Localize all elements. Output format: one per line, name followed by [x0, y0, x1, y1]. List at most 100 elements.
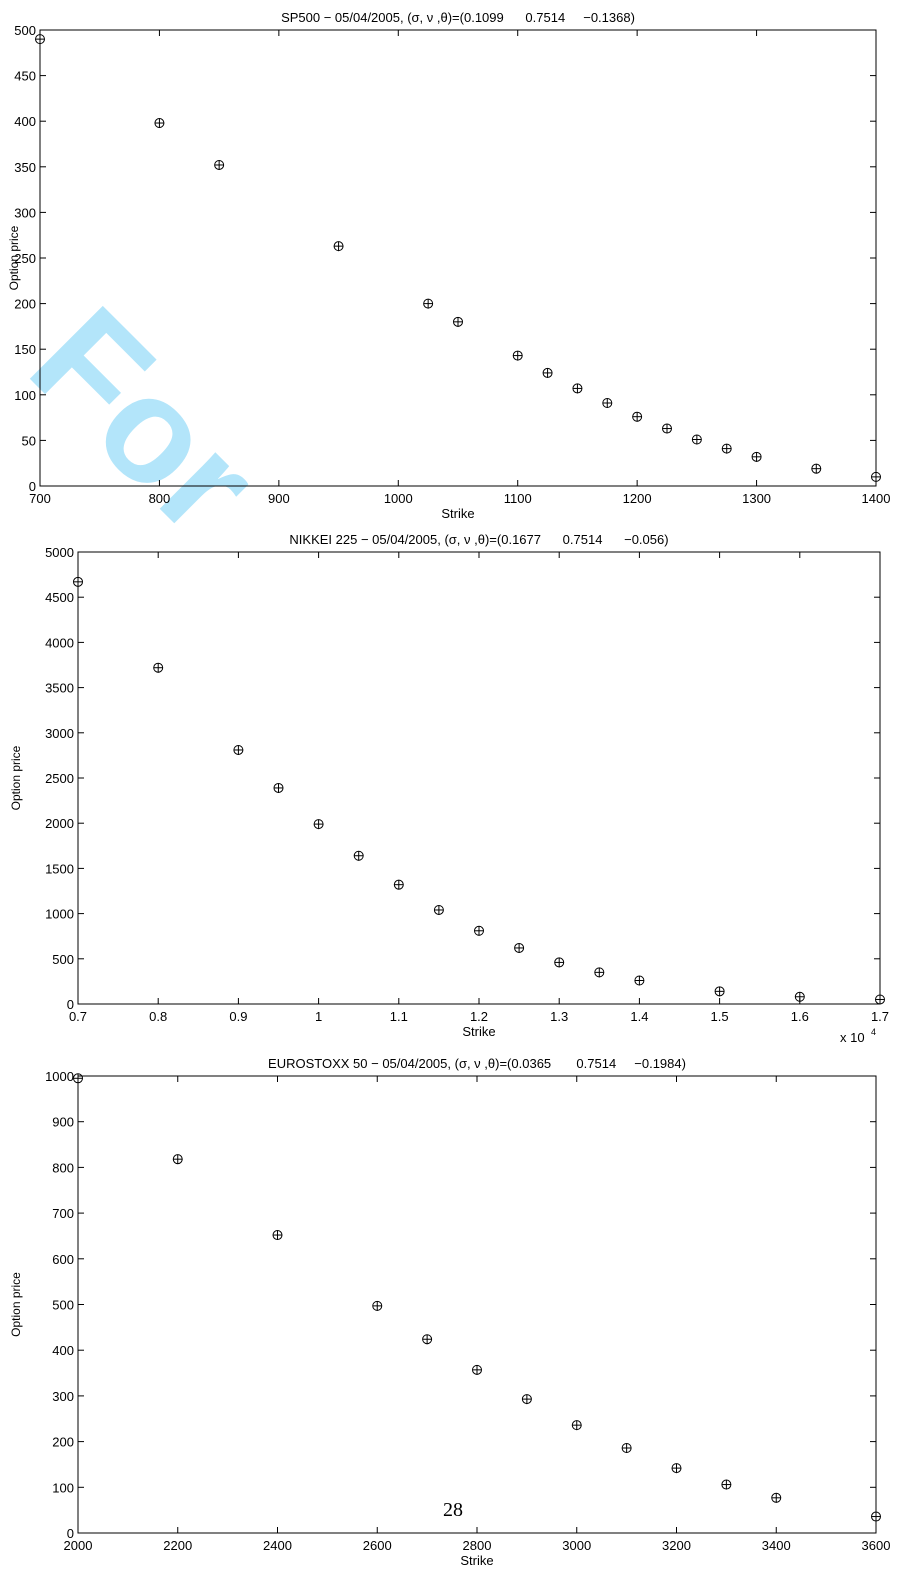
- y-tick-label: 200: [14, 297, 36, 312]
- y-tick-label: 600: [52, 1252, 74, 1267]
- data-point: [621, 1442, 632, 1453]
- y-tick-label: 500: [14, 23, 36, 38]
- data-point: [542, 367, 553, 378]
- x-tick-label: 2400: [263, 1538, 292, 1553]
- x-tick-label: 1300: [742, 491, 771, 506]
- x-tick-label: 1.3: [550, 1009, 568, 1024]
- x-tick-label: 0.8: [149, 1009, 167, 1024]
- data-point: [393, 879, 404, 890]
- data-point: [372, 1300, 383, 1311]
- x-tick-label: 800: [149, 491, 171, 506]
- y-axis-label: Option price: [9, 1272, 23, 1337]
- data-point: [214, 159, 225, 170]
- x-tick-label: 2800: [463, 1538, 492, 1553]
- data-point: [811, 463, 822, 474]
- x-tick-label: 1100: [504, 491, 532, 506]
- chart-title: EUROSTOXX 50 − 05/04/2005, (σ, ν ,θ)=(0.…: [268, 1056, 686, 1071]
- y-axis-label: Option price: [7, 225, 21, 290]
- y-tick-label: 0: [67, 1526, 74, 1541]
- x-tick-label: 1.1: [390, 1009, 408, 1024]
- y-tick-label: 5000: [45, 545, 74, 560]
- y-tick-label: 100: [52, 1480, 74, 1495]
- y-tick-label: 400: [14, 114, 36, 129]
- data-point: [554, 957, 565, 968]
- data-point: [514, 942, 525, 953]
- data-point: [572, 383, 583, 394]
- y-tick-label: 400: [52, 1343, 74, 1358]
- y-tick-label: 200: [52, 1435, 74, 1450]
- x-tick-label: 2000: [64, 1538, 93, 1553]
- y-tick-label: 2500: [45, 771, 74, 786]
- data-point: [714, 986, 725, 997]
- y-tick-label: 800: [52, 1160, 74, 1175]
- data-point: [474, 925, 484, 936]
- watermark: For: [0, 276, 290, 566]
- data-point: [453, 316, 463, 327]
- data-point: [662, 423, 672, 434]
- x-tick-label: 1200: [623, 491, 652, 506]
- y-tick-label: 4000: [45, 635, 74, 650]
- y-tick-label: 2000: [45, 816, 74, 831]
- data-point: [233, 744, 244, 755]
- y-tick-label: 1000: [45, 907, 74, 922]
- y-tick-label: 500: [52, 1298, 74, 1313]
- page-number: 28: [443, 1499, 463, 1521]
- data-point: [433, 904, 444, 915]
- data-point: [771, 1492, 782, 1503]
- data-point: [871, 471, 881, 482]
- data-point: [871, 1511, 881, 1522]
- y-tick-label: 3000: [45, 726, 74, 741]
- data-point: [691, 434, 702, 445]
- y-tick-label: 350: [14, 160, 36, 175]
- x-tick-label: 1: [315, 1009, 322, 1024]
- data-point: [272, 1230, 283, 1241]
- y-tick-label: 4500: [45, 590, 74, 605]
- x-tick-label: 1400: [862, 491, 891, 506]
- y-tick-label: 500: [52, 952, 74, 967]
- data-point: [751, 451, 762, 462]
- data-point: [602, 398, 613, 409]
- data-point: [73, 576, 83, 587]
- chart-title: SP500 − 05/04/2005, (σ, ν ,θ)=(0.1099 0.…: [281, 10, 635, 25]
- x-tick-label: 1.4: [630, 1009, 648, 1024]
- x-tick-label: 700: [29, 491, 51, 506]
- data-point: [313, 819, 324, 830]
- x-multiplier: x 10: [840, 1030, 865, 1045]
- y-tick-label: 300: [52, 1389, 74, 1404]
- x-tick-label: 2200: [163, 1538, 192, 1553]
- x-tick-label: 3200: [662, 1538, 691, 1553]
- y-tick-label: 1500: [45, 861, 74, 876]
- axes-frame: [77, 551, 881, 1005]
- x-axis-label: Strike: [462, 1024, 495, 1039]
- y-tick-label: 50: [22, 433, 36, 448]
- data-point: [273, 782, 284, 793]
- chart-title: NIKKEI 225 − 05/04/2005, (σ, ν ,θ)=(0.16…: [289, 532, 668, 547]
- y-tick-label: 100: [14, 388, 36, 403]
- y-tick-label: 150: [14, 342, 36, 357]
- data-point: [594, 967, 605, 978]
- data-point: [353, 850, 364, 861]
- y-tick-label: 300: [14, 205, 36, 220]
- x-tick-label: 1.6: [791, 1009, 809, 1024]
- data-point: [153, 662, 164, 673]
- x-exponent: 4: [871, 1027, 876, 1037]
- data-point: [333, 241, 344, 252]
- y-tick-label: 700: [52, 1206, 74, 1221]
- y-tick-label: 0: [29, 479, 36, 494]
- x-tick-label: 1000: [384, 491, 413, 506]
- y-tick-label: 450: [14, 69, 36, 84]
- y-tick-label: 3500: [45, 681, 74, 696]
- data-point: [472, 1364, 482, 1375]
- data-point: [634, 975, 645, 986]
- x-tick-label: 3400: [762, 1538, 791, 1553]
- y-tick-label: 900: [52, 1115, 74, 1130]
- data-point: [423, 298, 434, 309]
- x-axis-label: Strike: [460, 1553, 493, 1568]
- x-tick-label: 3600: [862, 1538, 891, 1553]
- y-tick-label: 0: [67, 997, 74, 1012]
- data-point: [671, 1463, 682, 1474]
- data-point: [721, 1479, 732, 1490]
- x-tick-label: 1.2: [470, 1009, 488, 1024]
- data-point: [512, 350, 523, 361]
- data-point: [422, 1334, 433, 1345]
